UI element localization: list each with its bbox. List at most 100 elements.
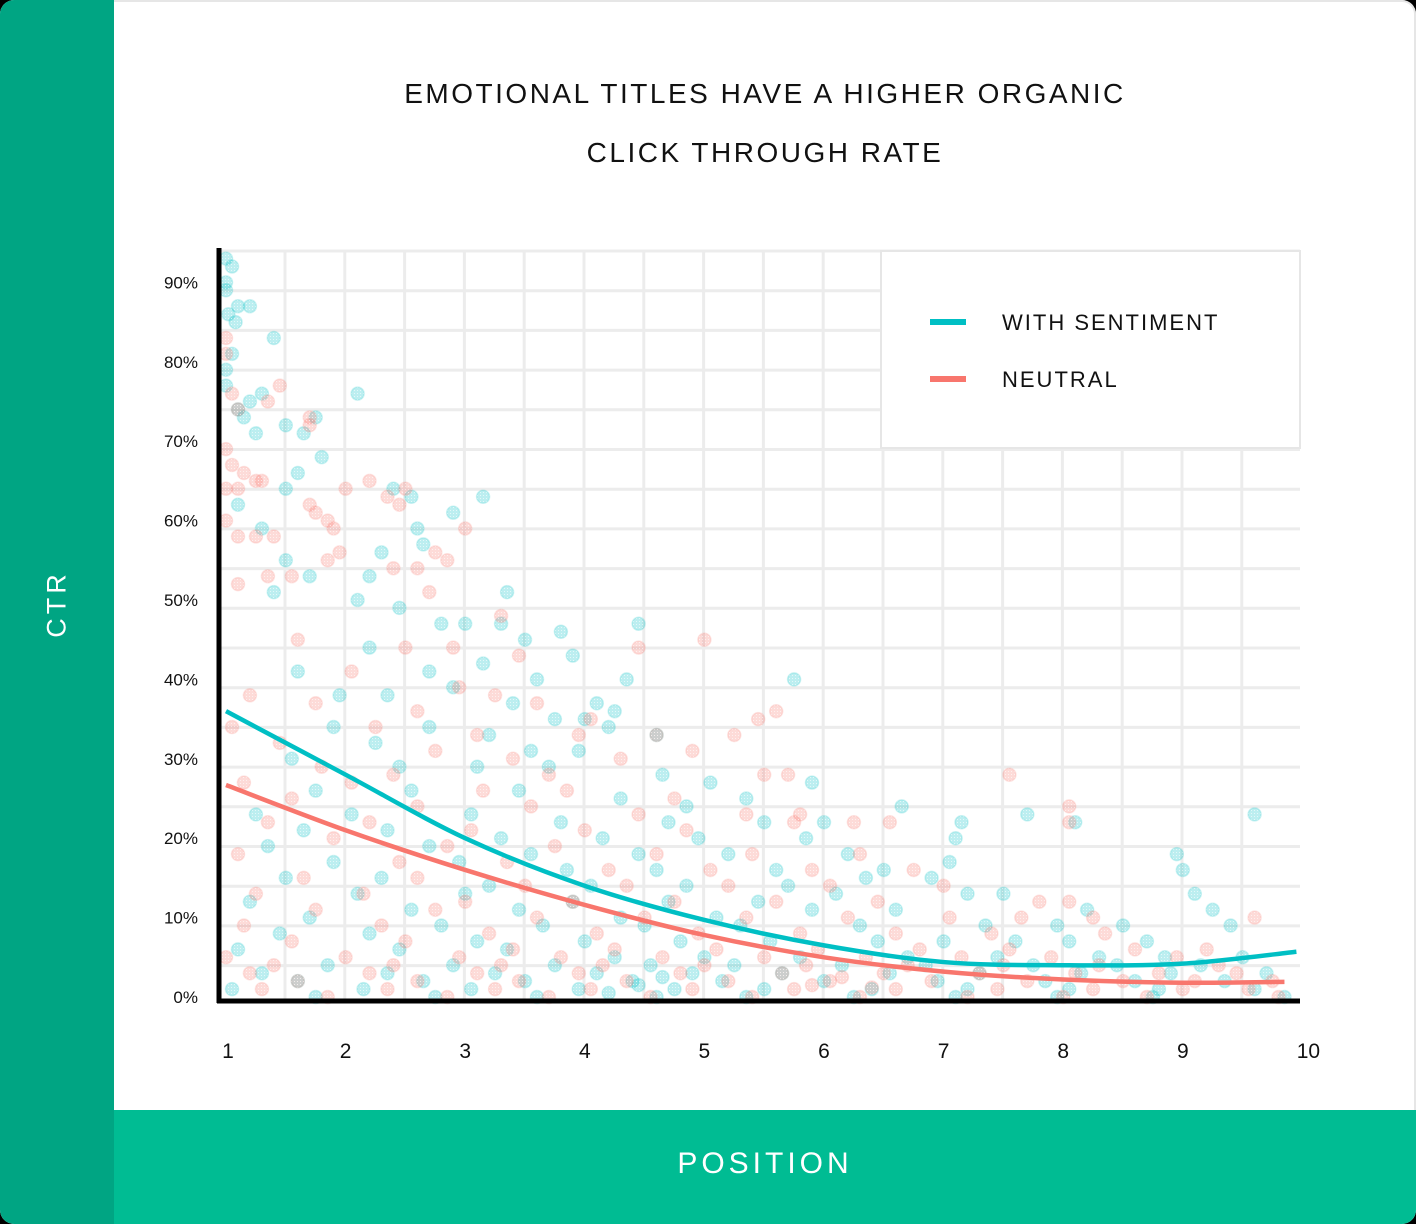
- data-point: [589, 926, 605, 941]
- data-point: [451, 950, 467, 965]
- data-point: [870, 934, 886, 949]
- legend-label: WITH SENTIMENT: [1002, 310, 1219, 335]
- data-point: [996, 886, 1011, 902]
- data-point: [756, 981, 772, 997]
- data-point: [876, 862, 892, 878]
- data-point: [631, 616, 646, 632]
- data-point: [434, 918, 449, 933]
- legend-label: NEUTRAL: [1002, 367, 1119, 392]
- data-point: [278, 870, 294, 886]
- data-point: [230, 402, 246, 417]
- data-point: [1115, 918, 1131, 933]
- x-tick-label: 8: [1057, 1040, 1069, 1063]
- data-point: [721, 973, 736, 989]
- data-point: [386, 767, 401, 782]
- data-point: [314, 449, 329, 465]
- data-point: [469, 934, 485, 949]
- data-point: [332, 545, 347, 560]
- data-point: [703, 775, 718, 790]
- data-point: [434, 616, 449, 632]
- data-point: [756, 950, 772, 965]
- data-point: [613, 791, 628, 806]
- data-point: [422, 719, 437, 735]
- data-point: [942, 854, 957, 870]
- data-point: [1085, 910, 1101, 925]
- data-point: [398, 640, 413, 655]
- data-point: [727, 727, 742, 743]
- data-point: [960, 886, 975, 902]
- data-point: [230, 497, 246, 512]
- x-axis-ticks: 1 2 3 4 5 6 7 8 9 10: [222, 1040, 1320, 1063]
- data-point: [362, 640, 377, 655]
- data-point: [445, 640, 461, 655]
- data-point: [475, 489, 491, 505]
- y-tick-label: 80%: [164, 353, 198, 372]
- data-point: [1032, 894, 1047, 909]
- y-tick-label: 10%: [164, 909, 198, 928]
- data-point: [254, 473, 270, 489]
- y-tick-label: 30%: [164, 750, 198, 769]
- data-point: [248, 886, 264, 902]
- data-point: [481, 727, 497, 743]
- data-point: [822, 878, 838, 894]
- data-point: [619, 672, 634, 687]
- data-point: [511, 648, 527, 663]
- data-point: [404, 902, 419, 917]
- data-point: [523, 799, 539, 814]
- data-point: [380, 981, 395, 997]
- data-point: [344, 664, 359, 679]
- x-axis-panel: POSITION: [114, 1110, 1416, 1224]
- data-point: [338, 950, 353, 965]
- data-point: [858, 870, 874, 886]
- x-tick-label: 9: [1177, 1040, 1189, 1063]
- data-point: [440, 553, 455, 568]
- data-point: [798, 830, 814, 846]
- data-point: [457, 521, 473, 536]
- data-point: [709, 942, 724, 957]
- data-point: [756, 815, 772, 830]
- data-point: [290, 973, 306, 989]
- data-point: [673, 934, 688, 949]
- data-point: [481, 878, 497, 894]
- data-point: [577, 934, 593, 949]
- data-point: [541, 767, 557, 782]
- data-point: [529, 672, 545, 687]
- data-point: [667, 791, 682, 806]
- data-point: [685, 965, 700, 981]
- data-point: [392, 600, 407, 616]
- legend-box: [880, 250, 1301, 449]
- data-point: [798, 957, 814, 973]
- data-point: [416, 537, 431, 552]
- data-point: [266, 584, 282, 600]
- data-point: [374, 545, 389, 560]
- data-point: [655, 767, 670, 782]
- data-point: [739, 910, 754, 925]
- data-point: [511, 783, 527, 798]
- data-point: [517, 632, 533, 647]
- data-point: [380, 823, 395, 838]
- data-point: [750, 711, 766, 727]
- data-point: [1169, 846, 1185, 862]
- data-point: [248, 426, 264, 441]
- data-point: [248, 807, 264, 822]
- data-point: [565, 648, 581, 663]
- data-point: [326, 854, 341, 870]
- data-point: [816, 815, 832, 830]
- data-point: [224, 719, 240, 735]
- data-point: [679, 823, 694, 838]
- data-point: [380, 688, 395, 703]
- data-point: [1097, 926, 1113, 941]
- data-point: [667, 981, 682, 997]
- chart-title-line2: CLICK THROUGH RATE: [586, 137, 944, 168]
- data-point: [260, 568, 276, 584]
- data-point: [308, 902, 323, 917]
- data-point: [260, 815, 276, 830]
- data-point: [607, 703, 622, 719]
- data-point: [1247, 807, 1262, 822]
- data-point: [493, 608, 509, 624]
- data-point: [924, 870, 939, 886]
- data-point: [1247, 910, 1262, 925]
- x-tick-label: 2: [340, 1040, 352, 1063]
- scatter-points-neutral: [218, 330, 1286, 1005]
